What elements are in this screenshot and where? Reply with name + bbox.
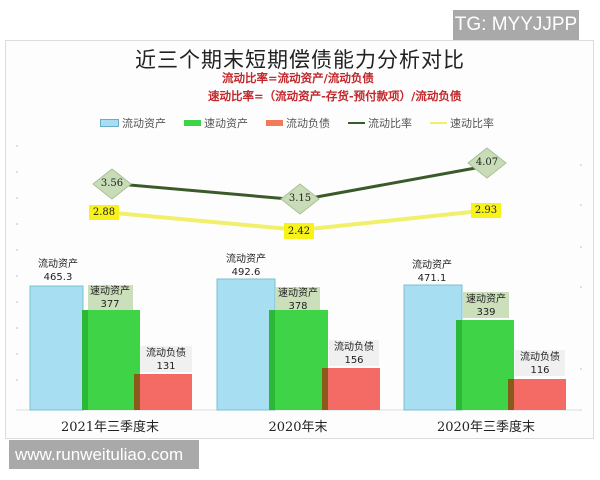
current-ratio-label: 3.15 [288, 193, 312, 204]
label-bg [463, 292, 509, 318]
bar-overlap-shade [82, 310, 88, 410]
legend-item-current-assets: 流动资产 [100, 115, 166, 131]
bar-label-current-liabilities: 流动负债 116 [514, 351, 566, 377]
bar-label-value: 156 [344, 355, 364, 366]
bar-overlap-shade [269, 310, 275, 410]
axis-ticks [16, 145, 582, 411]
bar-quick-assets [456, 320, 514, 410]
bar-label-value: 131 [156, 361, 176, 372]
watermark-bottom: www.runweituliao.com [9, 440, 199, 469]
legend: 流动资产 速动资产 流动负债 流动比率 速动比率 [100, 115, 494, 131]
legend-label: 速动比率 [450, 117, 494, 130]
legend-item-quick-ratio: 速动比率 [430, 115, 494, 131]
bar-label-value: 471.1 [417, 273, 447, 284]
bar-label-name: 流动负债 [146, 348, 186, 359]
bar-current-assets [29, 285, 84, 411]
watermark-top: TG: MYYJJPP [453, 10, 579, 40]
current-ratio-label: 4.07 [475, 157, 499, 168]
bar-quick-assets [269, 310, 328, 410]
bar-label-value: 465.3 [43, 272, 73, 283]
bar-overlap-shade [508, 379, 514, 410]
bar-label-name: 速动资产 [90, 286, 130, 297]
legend-item-quick-assets: 速动资产 [184, 115, 248, 131]
bar-label-name: 速动资产 [466, 294, 506, 305]
bar-label-current-liabilities: 流动负债 131 [140, 347, 192, 373]
legend-label: 流动资产 [122, 117, 166, 130]
bar-label-quick-assets: 速动资产 378 [272, 287, 324, 313]
bar-label-name: 流动资产 [38, 259, 78, 270]
bar-group-2020q3 [403, 284, 566, 411]
current-ratio-label: 3.56 [100, 178, 124, 189]
bar-label-value: 377 [100, 299, 120, 310]
bar-current-liabilities [134, 374, 192, 410]
quick-ratio-label: 2.88 [92, 207, 116, 218]
label-box [284, 223, 314, 239]
diamond-marker-icon [280, 183, 320, 215]
bar-current-liabilities [322, 368, 380, 410]
bar-label-value: 492.6 [231, 267, 261, 278]
bar-label-current-assets: 流动资产 492.6 [218, 253, 274, 279]
bar-overlap-shade [322, 368, 328, 410]
legend-line-icon [430, 122, 447, 124]
bar-label-name: 流动负债 [520, 352, 560, 363]
current-ratio-markers [92, 147, 507, 215]
bar-label-value: 339 [476, 307, 496, 318]
category-label: 2021年三季度末 [60, 420, 160, 435]
legend-swatch-icon [100, 119, 119, 127]
quick-ratio-label: 2.93 [474, 205, 498, 216]
legend-label: 流动负债 [286, 117, 330, 130]
bar-label-current-assets: 流动资产 465.3 [30, 258, 86, 284]
label-box [89, 205, 119, 220]
bar-overlap-shade [134, 374, 140, 410]
bar-label-value: 116 [530, 365, 550, 376]
bar-label-name: 速动资产 [278, 288, 318, 299]
label-bg [329, 340, 379, 366]
bar-label-quick-assets: 速动资产 339 [460, 293, 512, 319]
bar-label-current-assets: 流动资产 471.1 [404, 259, 460, 285]
legend-swatch-icon [266, 120, 283, 126]
label-bg [275, 287, 320, 310]
category-label: 2020年末 [268, 420, 328, 435]
bar-label-name: 流动资产 [226, 254, 266, 265]
legend-swatch-icon [184, 120, 201, 126]
chart-title: 近三个期末短期偿债能力分析对比 [135, 48, 465, 72]
formula-current-ratio: 流动比率=流动资产/流动负债 [222, 71, 374, 85]
bar-label-name: 流动负债 [334, 342, 374, 353]
legend-label: 流动比率 [368, 117, 412, 130]
diamond-marker-icon [467, 147, 507, 179]
quick-ratio-label: 2.42 [287, 226, 311, 237]
bar-label-value: 378 [288, 301, 308, 312]
category-label: 2020年三季度末 [436, 420, 536, 435]
formula-quick-ratio: 速动比率=（流动资产-存货-预付款项）/流动负债 [208, 89, 462, 103]
bar-label-name: 流动资产 [412, 260, 452, 271]
bar-group-2020ye [216, 278, 380, 411]
bar-quick-assets [82, 310, 140, 410]
bar-current-liabilities [508, 379, 566, 410]
legend-line-icon [348, 122, 365, 124]
label-bg [515, 350, 565, 376]
label-box [471, 203, 501, 218]
legend-item-current-ratio: 流动比率 [348, 115, 412, 131]
quick-ratio-markers [89, 203, 501, 239]
bar-group-2021q3 [29, 285, 192, 411]
bar-label-quick-assets: 速动资产 377 [84, 285, 136, 311]
bar-current-assets [403, 284, 463, 411]
bar-overlap-shade [456, 320, 462, 410]
label-bg [88, 285, 133, 310]
bar-current-assets [216, 278, 276, 411]
bar-label-current-liabilities: 流动负债 156 [328, 341, 380, 367]
legend-item-current-liabilities: 流动负债 [266, 115, 330, 131]
label-bg [140, 346, 192, 372]
legend-label: 速动资产 [204, 117, 248, 130]
diamond-marker-icon [92, 168, 132, 200]
